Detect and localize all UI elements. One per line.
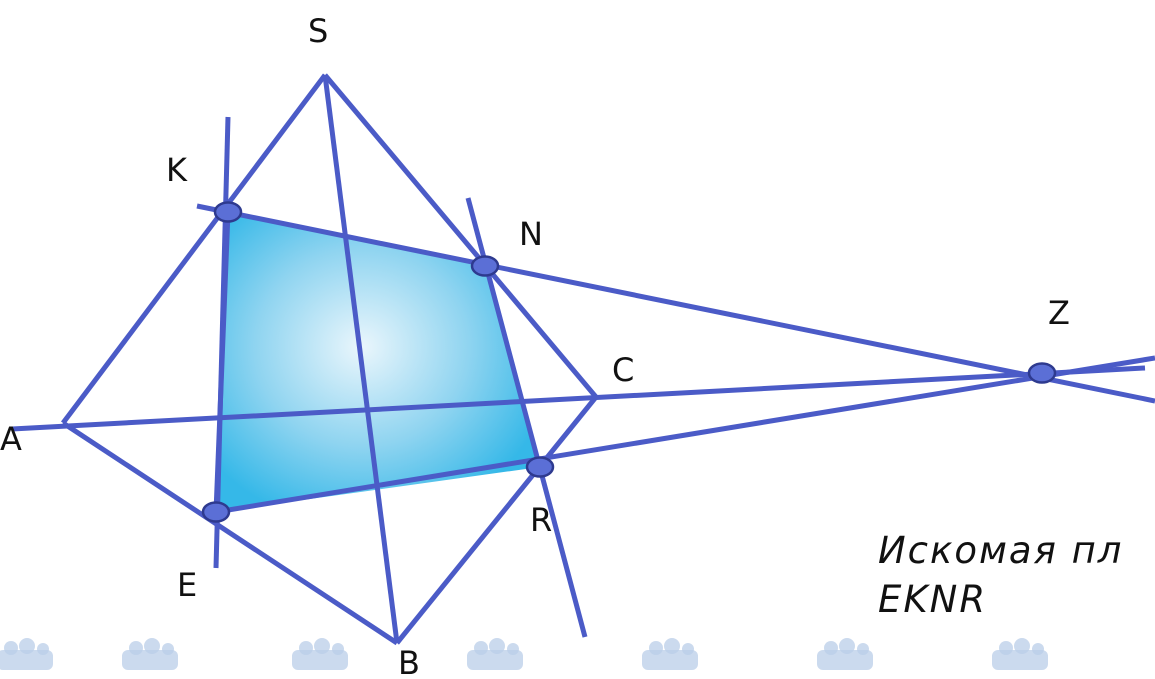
label-r: R (530, 501, 552, 539)
snowflake-border (0, 638, 1048, 670)
label-a: A (0, 420, 22, 458)
section-edge-ke (213, 211, 231, 513)
label-e: E (177, 566, 197, 604)
point-n (470, 255, 500, 277)
point-e (201, 501, 231, 523)
edge-sb (322, 74, 400, 644)
caption-line-2: EKNR (878, 578, 987, 621)
line-ac-extended (11, 365, 1146, 432)
label-c: C (612, 351, 634, 389)
label-b: B (398, 644, 420, 679)
edge-sa (61, 73, 327, 425)
caption-line-1: Искомая пл (878, 529, 1123, 572)
section-polygon-eknr (216, 212, 540, 512)
label-s: S (308, 12, 328, 50)
point-z (1027, 362, 1057, 384)
label-k: K (166, 151, 188, 189)
point-k (213, 201, 243, 223)
point-r (525, 456, 555, 478)
edge-bc (395, 395, 598, 645)
line-er-extended (215, 355, 1155, 515)
line-kn-extended (196, 203, 1155, 404)
label-n: N (519, 215, 543, 253)
edge-ab (61, 420, 399, 646)
label-z: Z (1048, 294, 1070, 332)
edge-sc (323, 73, 598, 399)
